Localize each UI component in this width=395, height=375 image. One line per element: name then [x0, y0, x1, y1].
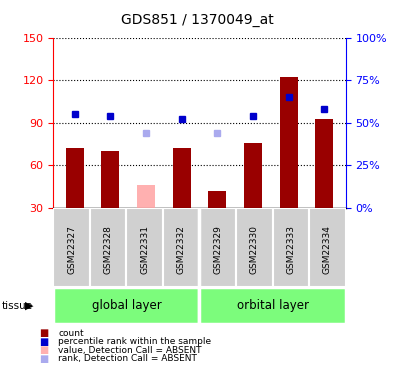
Bar [244, 143, 262, 208]
Text: rank, Detection Call = ABSENT: rank, Detection Call = ABSENT [58, 354, 198, 363]
Text: GSM22333: GSM22333 [286, 225, 295, 274]
Text: GSM22331: GSM22331 [140, 225, 149, 274]
Text: GSM22330: GSM22330 [250, 225, 259, 274]
Bar [236, 208, 273, 287]
Bar [199, 287, 346, 324]
Bar [53, 287, 199, 324]
Bar [137, 185, 155, 208]
Text: GSM22332: GSM22332 [177, 225, 186, 273]
Text: percentile rank within the sample: percentile rank within the sample [58, 337, 212, 346]
Bar [173, 148, 190, 208]
Text: ▶: ▶ [24, 301, 33, 310]
Text: orbital layer: orbital layer [237, 299, 308, 312]
Text: ■: ■ [40, 328, 49, 338]
Text: count: count [58, 328, 84, 338]
Bar [102, 151, 119, 208]
Text: ■: ■ [40, 354, 49, 364]
Bar [53, 208, 90, 287]
Bar [66, 148, 84, 208]
Text: GSM22329: GSM22329 [213, 225, 222, 273]
Text: GSM22334: GSM22334 [323, 225, 332, 273]
Text: tissue: tissue [2, 301, 33, 310]
Text: ■: ■ [40, 345, 49, 355]
Text: global layer: global layer [92, 299, 161, 312]
Bar [280, 77, 297, 208]
Text: GSM22327: GSM22327 [67, 225, 76, 273]
Bar [273, 208, 309, 287]
Bar [126, 208, 163, 287]
Text: GSM22328: GSM22328 [103, 225, 113, 273]
Bar [163, 208, 199, 287]
Text: value, Detection Call = ABSENT: value, Detection Call = ABSENT [58, 346, 202, 355]
Text: GDS851 / 1370049_at: GDS851 / 1370049_at [121, 13, 274, 27]
Bar [315, 118, 333, 208]
Text: ■: ■ [40, 337, 49, 346]
Bar [209, 191, 226, 208]
Bar [199, 208, 236, 287]
Bar [309, 208, 346, 287]
Bar [90, 208, 126, 287]
